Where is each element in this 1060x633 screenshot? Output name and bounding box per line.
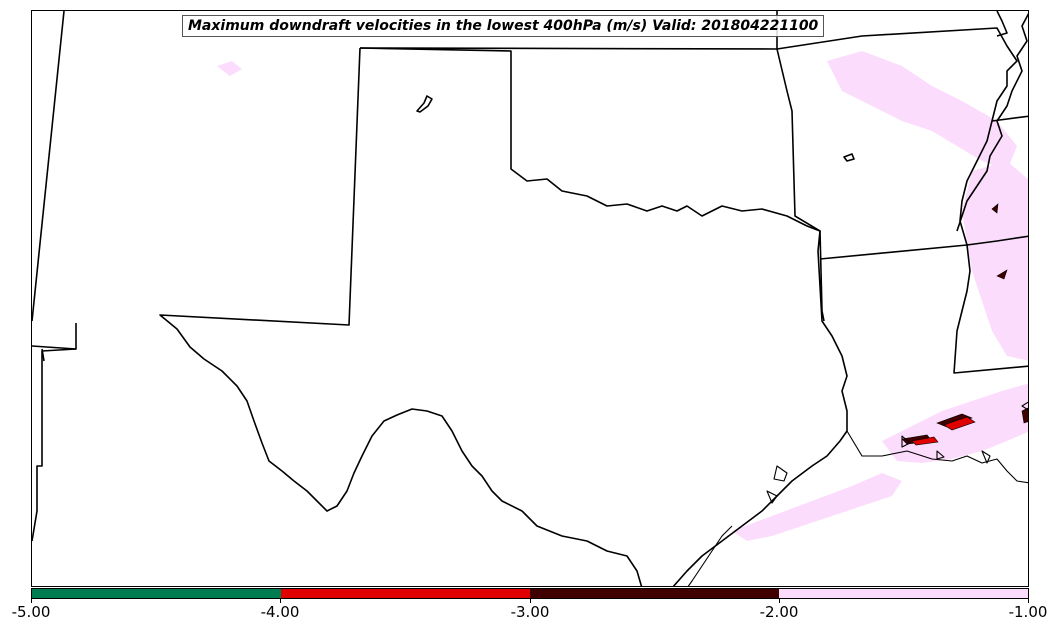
nm-tx-border <box>32 323 77 350</box>
arkansas-south <box>819 235 1028 260</box>
nm-west-edge <box>41 348 45 362</box>
colorbar-segment-1 <box>32 589 281 598</box>
coastline <box>687 401 1028 586</box>
colorbar-label: -5.00 <box>11 603 51 621</box>
oklahoma-kansas-border <box>359 47 778 50</box>
ms-al-border <box>991 115 1028 122</box>
boundaries <box>32 11 1028 586</box>
louisiana-east <box>953 244 1028 374</box>
mississippi-top <box>996 11 1008 37</box>
core-1 <box>936 413 973 428</box>
map-panel <box>31 10 1029 587</box>
red-core-2 <box>911 436 939 446</box>
colorbar-tick <box>280 599 281 603</box>
small-lake-ar <box>843 153 855 162</box>
tx-barrier <box>687 525 733 586</box>
colorbar-segment-3 <box>530 589 779 598</box>
ok-ark-top <box>776 27 1018 246</box>
colorbar-tick <box>779 599 780 603</box>
red-core-1 <box>943 416 976 431</box>
colorbar-segment-4 <box>779 589 1028 598</box>
red-downdraft-cores <box>911 416 976 446</box>
map-title: Maximum downdraft velocities in the lowe… <box>182 15 825 37</box>
nm-south <box>32 348 77 542</box>
shade-arkansas-north <box>827 51 1017 171</box>
core-3 <box>1021 407 1028 424</box>
shade-north-patch <box>217 61 242 76</box>
colorbar-tick <box>31 599 32 603</box>
map-canvas <box>32 11 1028 586</box>
shade-mississippi <box>962 161 1028 361</box>
core-4 <box>996 269 1008 280</box>
colorbar-label: -3.00 <box>510 603 550 621</box>
colorbar-label: -2.00 <box>759 603 799 621</box>
shade-texas-coast <box>732 473 902 541</box>
colorbar-label: -4.00 <box>260 603 300 621</box>
colorbar <box>31 588 1029 599</box>
colorbar-segment-2 <box>281 589 530 598</box>
lake-ok <box>416 95 433 113</box>
colorbar-tick <box>530 599 531 603</box>
galveston-bay <box>766 465 788 504</box>
gulf-coast <box>846 430 1028 484</box>
colorbar-tick <box>1028 599 1029 603</box>
louisiana-west-vertical <box>794 215 825 322</box>
colorbar-label: -1.00 <box>1008 603 1048 621</box>
panhandle-north <box>32 11 65 322</box>
la-marsh <box>901 401 1028 464</box>
core-5 <box>991 203 999 214</box>
texas-border <box>159 47 848 586</box>
light-downdraft-areas <box>217 51 1028 541</box>
